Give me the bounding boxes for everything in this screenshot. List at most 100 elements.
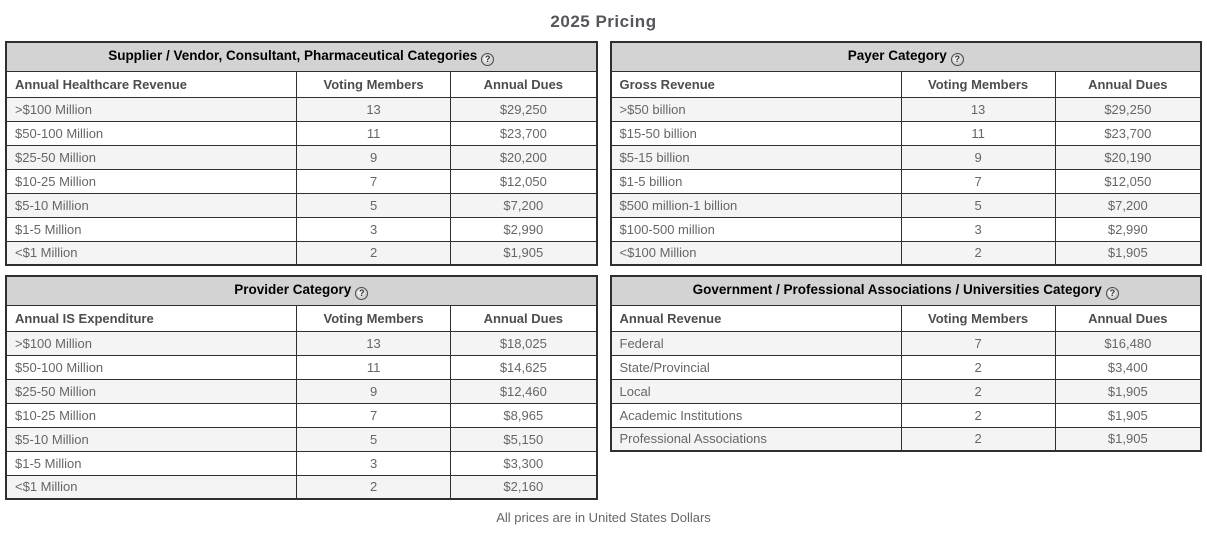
table-cell: >$100 Million <box>5 330 298 356</box>
table-cell: $50-100 Million <box>5 354 298 380</box>
table-cell: 11 <box>296 354 452 380</box>
table-cell: <$100 Million <box>610 240 902 266</box>
table-cell: $1-5 billion <box>610 168 902 194</box>
table-cell: 2 <box>900 426 1056 452</box>
table-row: <$100 Million 2 $1,905 <box>610 240 1202 266</box>
table-cell: $2,990 <box>1054 216 1202 242</box>
table-row: Professional Associations 2 $1,905 <box>610 426 1202 452</box>
table-cell: $20,200 <box>450 144 597 170</box>
page-title: 2025 Pricing <box>550 12 657 31</box>
table-cell: $25-50 Million <box>5 144 298 170</box>
table-cell: 2 <box>900 378 1056 404</box>
table-body: >$50 billion 13 $29,250 $15-50 billion 11 $23… <box>610 96 1202 266</box>
table-cell: <$1 Million <box>5 474 298 500</box>
table-cell: $5-15 billion <box>610 144 902 170</box>
column-header-row: Annual IS Expenditure Voting Members Ann… <box>5 304 597 332</box>
table-cell: $23,700 <box>450 120 597 146</box>
table-row: $15-50 billion 11 $23,700 <box>610 120 1202 146</box>
table-cell: 13 <box>900 96 1056 122</box>
table-cell: $5,150 <box>450 426 597 452</box>
help-icon[interactable]: ? <box>950 52 964 66</box>
table-cell: $29,250 <box>1054 96 1202 122</box>
table-cell: $1-5 Million <box>5 216 298 242</box>
table-cell: $25-50 Million <box>5 378 298 404</box>
table-row: $1-5 Million 3 $2,990 <box>5 216 597 242</box>
table-row: $10-25 Million 7 $8,965 <box>5 402 597 428</box>
table-cell: $10-25 Million <box>5 402 298 428</box>
table-cell: 7 <box>900 330 1056 356</box>
column-header-revenue: Gross Revenue <box>610 70 902 98</box>
table-cell: 9 <box>296 144 452 170</box>
table-row: $25-50 Million 9 $12,460 <box>5 378 597 404</box>
table-title-cell: Government / Professional Associations /… <box>610 275 1202 306</box>
help-icon[interactable]: ? <box>1105 286 1119 300</box>
table-title-row: Payer Category? <box>610 41 1202 72</box>
table-cell: $1,905 <box>1054 378 1202 404</box>
table-cell: 5 <box>296 192 452 218</box>
column-header-voting-members: Voting Members <box>900 70 1056 98</box>
provider-table: Provider Category? Annual IS Expenditure… <box>5 275 598 500</box>
table-cell: $7,200 <box>450 192 597 218</box>
table-cell: Professional Associations <box>610 426 902 452</box>
column-header-voting-members: Voting Members <box>900 304 1056 332</box>
table-cell: Local <box>610 378 902 404</box>
table-cell: $12,460 <box>450 378 597 404</box>
table-row: $500 million-1 billion 5 $7,200 <box>610 192 1202 218</box>
table-title-row: Supplier / Vendor, Consultant, Pharmaceu… <box>5 41 597 72</box>
table-row: $50-100 Million 11 $14,625 <box>5 354 597 380</box>
table-cell: 3 <box>296 450 452 476</box>
table-row: $5-10 Million 5 $5,150 <box>5 426 597 452</box>
table-cell: $1,905 <box>1054 240 1202 266</box>
table-row: $1-5 billion 7 $12,050 <box>610 168 1202 194</box>
table-cell: >$100 Million <box>5 96 298 122</box>
table-title-row: Provider Category? <box>5 275 597 306</box>
table-row: Academic Institutions 2 $1,905 <box>610 402 1202 428</box>
table-cell: $23,700 <box>1054 120 1202 146</box>
table-title-cell: Payer Category? <box>610 41 1202 72</box>
table-cell: 7 <box>900 168 1056 194</box>
help-icon[interactable]: ? <box>355 286 369 300</box>
table-cell: <$1 Million <box>5 240 298 266</box>
table-cell: $12,050 <box>1054 168 1202 194</box>
pricing-grid: Supplier / Vendor, Consultant, Pharmaceu… <box>5 41 1202 500</box>
table-row: $1-5 Million 3 $3,300 <box>5 450 597 476</box>
payer-table: Payer Category? Gross Revenue Voting Mem… <box>609 41 1202 266</box>
table-cell: $1,905 <box>450 240 597 266</box>
table-title-cell: Provider Category? <box>5 275 597 306</box>
column-header-expenditure: Annual IS Expenditure <box>5 304 298 332</box>
column-header-annual-dues: Annual Dues <box>450 70 597 98</box>
supplier-vendor-table: Supplier / Vendor, Consultant, Pharmaceu… <box>5 41 598 266</box>
column-header-revenue: Annual Revenue <box>610 304 902 332</box>
table-cell: $2,990 <box>450 216 597 242</box>
table-cell: 2 <box>296 240 452 266</box>
table-title: Payer Category <box>847 47 947 63</box>
table-cell: 11 <box>900 120 1056 146</box>
table-cell: $8,965 <box>450 402 597 428</box>
column-header-revenue: Annual Healthcare Revenue <box>5 70 298 98</box>
table-body: Federal 7 $16,480 State/Provincial 2 $3,400 Lo… <box>610 330 1202 452</box>
column-header-annual-dues: Annual Dues <box>1054 70 1202 98</box>
table-body: >$100 Million 13 $18,025 $50-100 Million 11 $… <box>5 330 597 500</box>
table-cell: $100-500 million <box>610 216 902 242</box>
column-header-annual-dues: Annual Dues <box>1054 304 1202 332</box>
table-row: Local 2 $1,905 <box>610 378 1202 404</box>
table-cell: 9 <box>900 144 1056 170</box>
table-cell: $20,190 <box>1054 144 1202 170</box>
table-cell: $500 million-1 billion <box>610 192 902 218</box>
table-row: $10-25 Million 7 $12,050 <box>5 168 597 194</box>
table-cell: $5-10 Million <box>5 426 298 452</box>
column-header-row: Annual Revenue Voting Members Annual Due… <box>610 304 1202 332</box>
table-cell: 2 <box>296 474 452 500</box>
table-cell: 3 <box>296 216 452 242</box>
government-table: Government / Professional Associations /… <box>609 275 1202 452</box>
table-cell: $3,300 <box>450 450 597 476</box>
column-header-voting-members: Voting Members <box>296 70 452 98</box>
help-icon[interactable]: ? <box>481 52 495 66</box>
table-cell: $12,050 <box>450 168 597 194</box>
table-cell: $1,905 <box>1054 402 1202 428</box>
table-row: $5-15 billion 9 $20,190 <box>610 144 1202 170</box>
table-row: State/Provincial 2 $3,400 <box>610 354 1202 380</box>
table-row: $100-500 million 3 $2,990 <box>610 216 1202 242</box>
table-row: >$50 billion 13 $29,250 <box>610 96 1202 122</box>
table-title-cell: Supplier / Vendor, Consultant, Pharmaceu… <box>5 41 597 72</box>
